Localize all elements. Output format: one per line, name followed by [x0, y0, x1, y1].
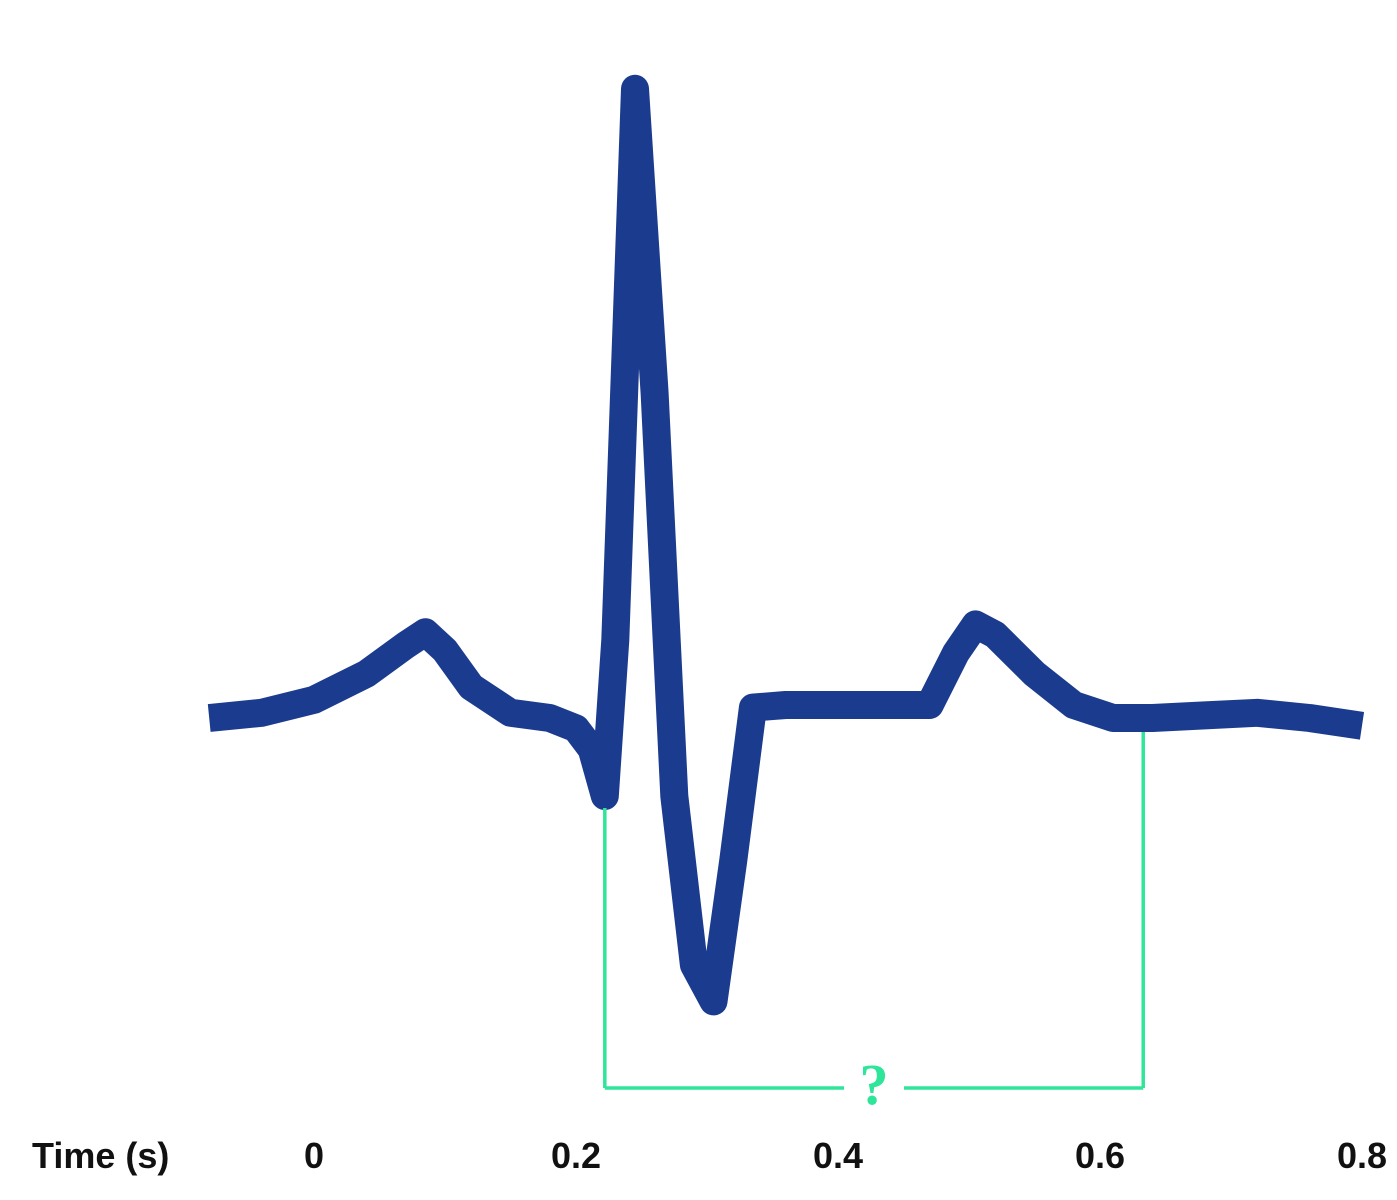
x-tick-label: 0.2: [551, 1135, 601, 1176]
x-axis-title: Time (s): [32, 1135, 169, 1176]
x-tick-label: 0.4: [813, 1135, 863, 1176]
x-tick-label: 0: [304, 1135, 324, 1176]
ecg-trace-layer: [207, 74, 1365, 1016]
ecg-trace-line: [207, 74, 1365, 1016]
interval-question-mark: ?: [860, 1052, 889, 1117]
x-tick-label: 0.8: [1337, 1135, 1387, 1176]
x-axis: Time (s) 0 0.2 0.4 0.6 0.8: [32, 1135, 1387, 1176]
x-tick-label: 0.6: [1075, 1135, 1125, 1176]
interval-bracket: ?: [603, 732, 1145, 1117]
